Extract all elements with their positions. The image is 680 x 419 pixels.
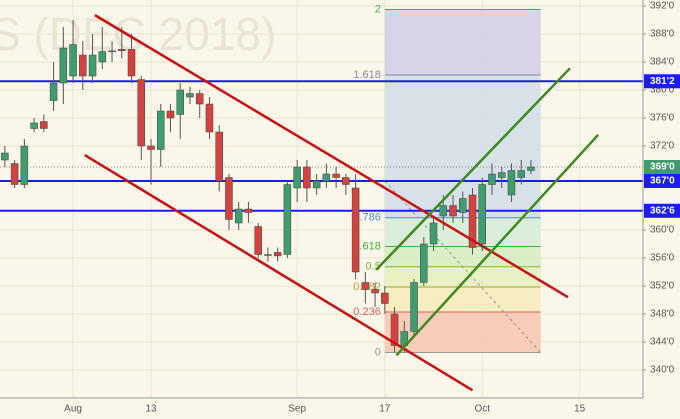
candle-body xyxy=(254,226,262,255)
candle-body xyxy=(157,110,165,150)
candle-body xyxy=(108,50,116,53)
candle-body xyxy=(20,145,29,185)
x-tick-label: 13 xyxy=(145,404,157,415)
candle-body xyxy=(293,166,301,189)
price-tag-label: 367'0 xyxy=(650,176,675,187)
candle-body xyxy=(137,79,146,147)
trendline xyxy=(395,133,600,357)
candle-body xyxy=(215,131,223,182)
y-tick-label: 340'0 xyxy=(650,365,675,376)
x-tick-label: 15 xyxy=(574,404,586,415)
y-tick-label: 384'0 xyxy=(650,57,675,68)
price-tag xyxy=(644,74,680,89)
candle-body xyxy=(225,177,233,220)
candle-body xyxy=(273,252,282,257)
trendline xyxy=(84,154,474,392)
candle-body xyxy=(439,205,448,217)
price-tag xyxy=(644,160,680,175)
candle-body xyxy=(59,47,68,84)
candle-body xyxy=(234,208,243,224)
fib-zone xyxy=(384,286,541,313)
candle-body xyxy=(390,313,399,346)
y-tick-label: 352'0 xyxy=(650,281,675,292)
candle-body xyxy=(30,122,38,129)
candle-body xyxy=(186,93,194,98)
candle-body xyxy=(118,49,126,52)
candle-body xyxy=(488,173,496,185)
y-tick-label: 356'0 xyxy=(650,253,675,264)
y-tick-label: 360'0 xyxy=(650,225,675,236)
candle-body xyxy=(478,184,486,245)
fib-label: 0.236 xyxy=(353,306,381,318)
candle-body xyxy=(449,205,457,217)
candle-body xyxy=(205,103,214,133)
candle-body xyxy=(49,82,58,101)
fib-zone xyxy=(384,9,541,76)
y-tick-label: 376'0 xyxy=(650,113,675,124)
candle-body xyxy=(420,243,428,283)
candle-body xyxy=(381,292,389,304)
x-tick-label: Aug xyxy=(64,404,82,415)
candle-body xyxy=(244,208,253,213)
candle-body xyxy=(79,54,87,77)
candle-body xyxy=(361,282,370,290)
candle-body xyxy=(371,289,379,294)
candle-body xyxy=(497,172,506,178)
candle-body xyxy=(507,170,516,196)
candle-body xyxy=(410,282,418,332)
fib-zone xyxy=(384,246,541,267)
fib-label: 0.786 xyxy=(353,212,381,224)
candle-body xyxy=(283,184,292,255)
candle-body xyxy=(69,44,77,77)
candle-body xyxy=(127,49,136,77)
candle-body xyxy=(459,198,467,213)
y-tick-label: 392'0 xyxy=(650,1,675,12)
candle-body xyxy=(166,110,175,119)
candle-body xyxy=(40,121,48,129)
x-tick-label: 17 xyxy=(379,404,391,415)
candle-body xyxy=(88,54,97,77)
price-tag-label: 369'0 xyxy=(650,162,675,173)
fib-label: 2 xyxy=(375,3,381,15)
candle-body xyxy=(468,194,477,248)
candle-body xyxy=(527,166,535,171)
candle-body xyxy=(10,163,19,185)
candle-body xyxy=(176,89,184,115)
candle-body xyxy=(98,51,107,63)
candle-body xyxy=(342,177,350,185)
candle-body xyxy=(429,222,438,245)
y-tick-label: 344'0 xyxy=(650,337,675,348)
trendline xyxy=(375,67,571,271)
price-tag-label: 362'6 xyxy=(650,205,675,216)
x-tick-label: Oct xyxy=(474,404,490,415)
fib-zone xyxy=(384,312,541,353)
candle-body xyxy=(147,145,155,150)
candle-body xyxy=(264,254,272,256)
fib-label: 1.618 xyxy=(353,69,381,81)
price-tag xyxy=(644,203,680,218)
fib-label: 0.618 xyxy=(353,240,381,252)
candle-body xyxy=(332,173,340,178)
y-tick-label: 388'0 xyxy=(650,29,675,40)
candle-body xyxy=(351,187,360,273)
fib-label: 0 xyxy=(375,346,381,358)
candle-body xyxy=(322,173,331,182)
y-tick-label: 380'0 xyxy=(650,85,675,96)
price-tag xyxy=(644,174,680,189)
candle-body xyxy=(312,180,321,189)
x-tick-label: Sep xyxy=(288,404,306,415)
candle-body xyxy=(195,93,204,105)
trendline xyxy=(94,14,569,299)
price-tag-label: 381'2 xyxy=(650,76,675,87)
candle-body xyxy=(303,166,311,189)
y-tick-label: 372'0 xyxy=(650,141,675,152)
y-tick-label: 348'0 xyxy=(650,309,675,320)
fib-diagonal xyxy=(384,180,542,353)
candle-body xyxy=(1,152,9,161)
candle-body xyxy=(517,170,525,178)
